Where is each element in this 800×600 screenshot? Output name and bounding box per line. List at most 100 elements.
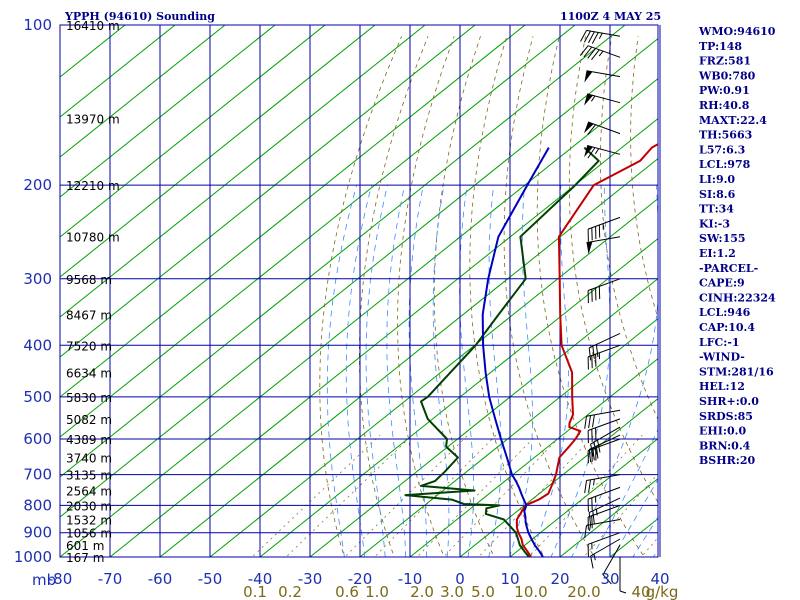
height-label: 601 m	[66, 539, 104, 553]
index-value: -PARCEL-	[699, 262, 758, 275]
dry-adiabat-line	[536, 36, 645, 557]
dry-adiabat-line	[469, 36, 545, 557]
parcel-line	[481, 147, 550, 557]
index-value: BRN:0.4	[699, 439, 751, 452]
background-lines	[60, 25, 658, 557]
pressure-tick-label: 900	[23, 524, 52, 542]
temperature-tick-label: 0	[455, 570, 465, 588]
index-value: STM:281/16	[699, 365, 774, 378]
height-label: 7520 m	[66, 339, 112, 353]
index-value: CINH:22324	[699, 291, 776, 304]
pressure-tick-label: 400	[23, 336, 52, 354]
index-value: TP:148	[699, 40, 742, 53]
temperature-tick-label: 40	[650, 570, 669, 588]
mixing-ratio-tick-label: 0.1	[243, 583, 267, 600]
wind-barb-column	[579, 29, 627, 594]
height-label: 3740 m	[66, 452, 112, 466]
moist-adiabat-line	[488, 185, 502, 557]
index-value: LI:9.0	[699, 173, 735, 186]
isotherm-line	[309, 277, 658, 557]
wind-barb	[584, 145, 621, 159]
index-value: FRZ:581	[699, 55, 751, 68]
index-value: TH:5663	[699, 129, 752, 142]
index-value: CAPE:9	[699, 277, 745, 290]
index-value: PW:0.91	[699, 84, 750, 97]
mixing-ratio-tick-label: 0.6	[335, 583, 359, 600]
index-value: EHI:0.0	[699, 425, 746, 438]
mixing-ratio-tick-label: 5.0	[471, 583, 495, 600]
temperature-tick-label: 30	[600, 570, 619, 588]
pressure-labels: 100 200 300 400 500 600 700 800 900 1000	[14, 16, 52, 566]
isotherm-line	[60, 25, 626, 478]
height-label: 6634 m	[66, 367, 112, 381]
isotherm-line	[259, 237, 658, 557]
moist-adiabat-line	[529, 185, 569, 557]
wind-barb	[579, 45, 621, 61]
height-label: 4389 m	[66, 433, 112, 447]
temperature-tick-label: -70	[98, 570, 123, 588]
height-label: 3135 m	[66, 469, 112, 483]
temperature-tick-label: -60	[148, 570, 173, 588]
temperature-line	[515, 142, 658, 557]
temperature-tick-label: -30	[298, 570, 323, 588]
chart-grid	[59, 24, 661, 558]
isotherm-line	[60, 77, 658, 557]
wind-barb	[588, 434, 621, 463]
moist-adiabat-line	[432, 185, 450, 557]
height-label: 2030 m	[66, 499, 112, 513]
plot-border	[59, 24, 659, 558]
pressure-tick-label: 1000	[14, 548, 52, 566]
height-label: 10780 m	[66, 231, 120, 245]
wind-barb	[580, 29, 621, 44]
index-value: TT:34	[699, 203, 734, 216]
moist-adiabat-line	[326, 184, 358, 557]
moist-adiabat-line	[345, 185, 373, 557]
index-value: LFC:-1	[699, 336, 740, 349]
moist-adiabat-line	[591, 428, 658, 557]
wind-barb	[583, 121, 621, 135]
dry-adiabat-line	[503, 36, 595, 557]
temperature-tick-label: 10	[500, 570, 519, 588]
height-labels: 16410 m 13970 m 12210 m 10780 m 9568 m 8467 m…	[66, 19, 120, 565]
mixing-ratio-line	[251, 434, 381, 557]
height-label: 16410 m	[66, 19, 120, 33]
chart-time: 1100Z 4 MAY 25	[560, 10, 661, 23]
isotherm-line	[359, 317, 658, 557]
moist-adiabat-line	[612, 478, 658, 557]
height-label: 9568 m	[66, 273, 112, 287]
temperature-labels: -80 -70 -60 -50 -40 -30 -20 -10 0 10 20 30 40	[48, 570, 670, 588]
isotherm-line	[60, 25, 426, 318]
mixing-ratio-line	[344, 434, 469, 557]
dry-adiabat-line	[397, 36, 455, 557]
index-value: EI:1.2	[699, 247, 736, 260]
isotherm-line	[209, 197, 658, 557]
height-label: 13970 m	[66, 113, 120, 127]
height-label: 5830 m	[66, 391, 112, 405]
pressure-tick-label: 200	[23, 176, 52, 194]
wind-barb	[587, 278, 621, 304]
height-label: 1532 m	[66, 514, 112, 528]
temperature-tick-label: -40	[248, 570, 273, 588]
mixing-ratio-tick-label: 40	[631, 583, 650, 600]
height-label: 2564 m	[66, 485, 112, 499]
mixing-ratio-tick-label: 1.0	[365, 583, 389, 600]
mixing-ratio-line	[443, 434, 562, 557]
index-value: -WIND-	[699, 351, 745, 364]
mixing-ratio-line	[416, 434, 537, 557]
temperature-tick-label: -80	[48, 570, 73, 588]
mixing-ratio-tick-label: 3.0	[440, 583, 464, 600]
index-value: KI:-3	[699, 217, 730, 230]
index-value: WMO:94610	[698, 25, 776, 38]
wind-barb	[587, 216, 621, 242]
wind-barb	[590, 538, 621, 569]
dry-adiabat-line	[568, 36, 658, 504]
isotherm-line	[159, 157, 658, 557]
wind-barb	[587, 438, 621, 464]
isotherm-line	[60, 25, 226, 158]
index-value: SW:155	[699, 232, 746, 245]
height-label: 167 m	[66, 551, 104, 565]
moist-adiabat-line	[459, 185, 475, 557]
wind-barb	[588, 332, 621, 361]
wind-barb	[587, 486, 621, 512]
